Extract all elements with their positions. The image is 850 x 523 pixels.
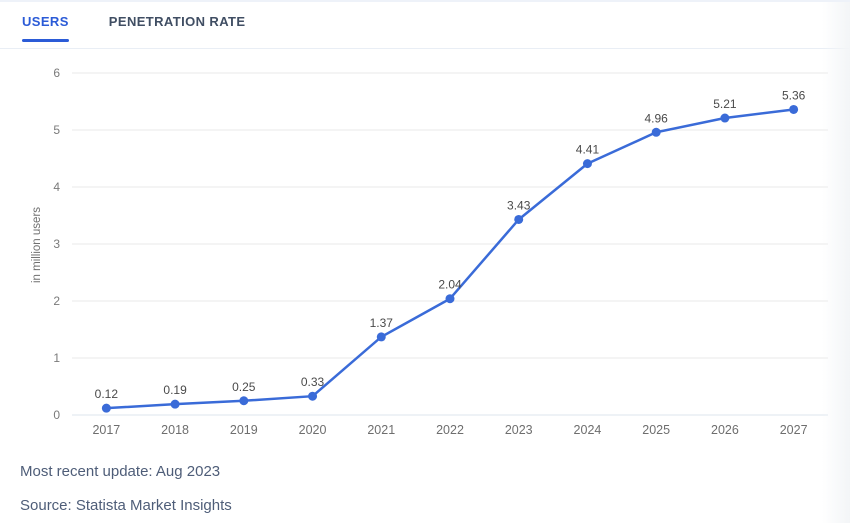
- x-tick-label: 2024: [574, 423, 602, 437]
- x-tick-label: 2023: [505, 423, 533, 437]
- data-point[interactable]: [239, 396, 249, 406]
- source-text: Source: Statista Market Insights: [20, 497, 232, 514]
- data-point-label: 0.33: [301, 375, 325, 389]
- data-point-label: 2.04: [438, 278, 462, 292]
- x-tick-label: 2018: [161, 423, 189, 437]
- data-point-label: 0.12: [95, 387, 119, 401]
- y-tick-label: 5: [53, 123, 60, 137]
- data-point-label: 0.19: [163, 383, 187, 397]
- y-tick-label: 0: [53, 408, 60, 422]
- last-update-text: Most recent update: Aug 2023: [20, 463, 221, 480]
- tab-bar: USERS PENETRATION RATE: [0, 2, 850, 49]
- x-tick-label: 2027: [780, 423, 808, 437]
- y-tick-label: 1: [53, 351, 60, 365]
- tab-users[interactable]: USERS: [22, 2, 69, 42]
- data-point-label: 0.25: [232, 380, 256, 394]
- data-point[interactable]: [101, 403, 111, 413]
- x-tick-label: 2022: [436, 423, 464, 437]
- x-tick-label: 2020: [299, 423, 327, 437]
- data-point[interactable]: [445, 294, 455, 304]
- x-tick-label: 2021: [367, 423, 395, 437]
- x-tick-label: 2019: [230, 423, 258, 437]
- data-point[interactable]: [720, 113, 730, 123]
- data-point[interactable]: [651, 127, 661, 137]
- x-tick-label: 2025: [642, 423, 670, 437]
- x-tick-label: 2017: [92, 423, 120, 437]
- data-point-label: 1.37: [370, 316, 394, 330]
- data-point-label: 4.96: [645, 111, 669, 125]
- data-point-label: 3.43: [507, 198, 531, 212]
- data-point-label: 5.21: [713, 97, 737, 111]
- y-tick-label: 3: [53, 237, 60, 251]
- x-tick-label: 2026: [711, 423, 739, 437]
- data-point[interactable]: [376, 332, 386, 342]
- y-axis-title: in million users: [31, 206, 43, 284]
- data-point[interactable]: [170, 399, 180, 409]
- data-point[interactable]: [308, 391, 318, 401]
- data-point[interactable]: [789, 104, 799, 114]
- y-tick-label: 2: [53, 294, 60, 308]
- active-tab-underline: [22, 39, 69, 42]
- data-point[interactable]: [514, 214, 524, 224]
- tab-users-label: USERS: [22, 14, 69, 29]
- data-point-label: 4.41: [576, 143, 600, 157]
- line-chart: 0 1 2 3 4 5 6 2017 2018 2019 2020 2021 2022 2023 2024 2…: [53, 66, 828, 437]
- y-tick-label: 4: [53, 180, 60, 194]
- data-point-label: 5.36: [782, 88, 806, 102]
- chart-line: [105, 108, 795, 410]
- tab-penetration-rate-label: PENETRATION RATE: [108, 14, 246, 29]
- y-tick-label: 6: [53, 66, 60, 80]
- data-point[interactable]: [582, 159, 592, 169]
- tab-penetration-rate[interactable]: PENETRATION RATE: [109, 2, 246, 42]
